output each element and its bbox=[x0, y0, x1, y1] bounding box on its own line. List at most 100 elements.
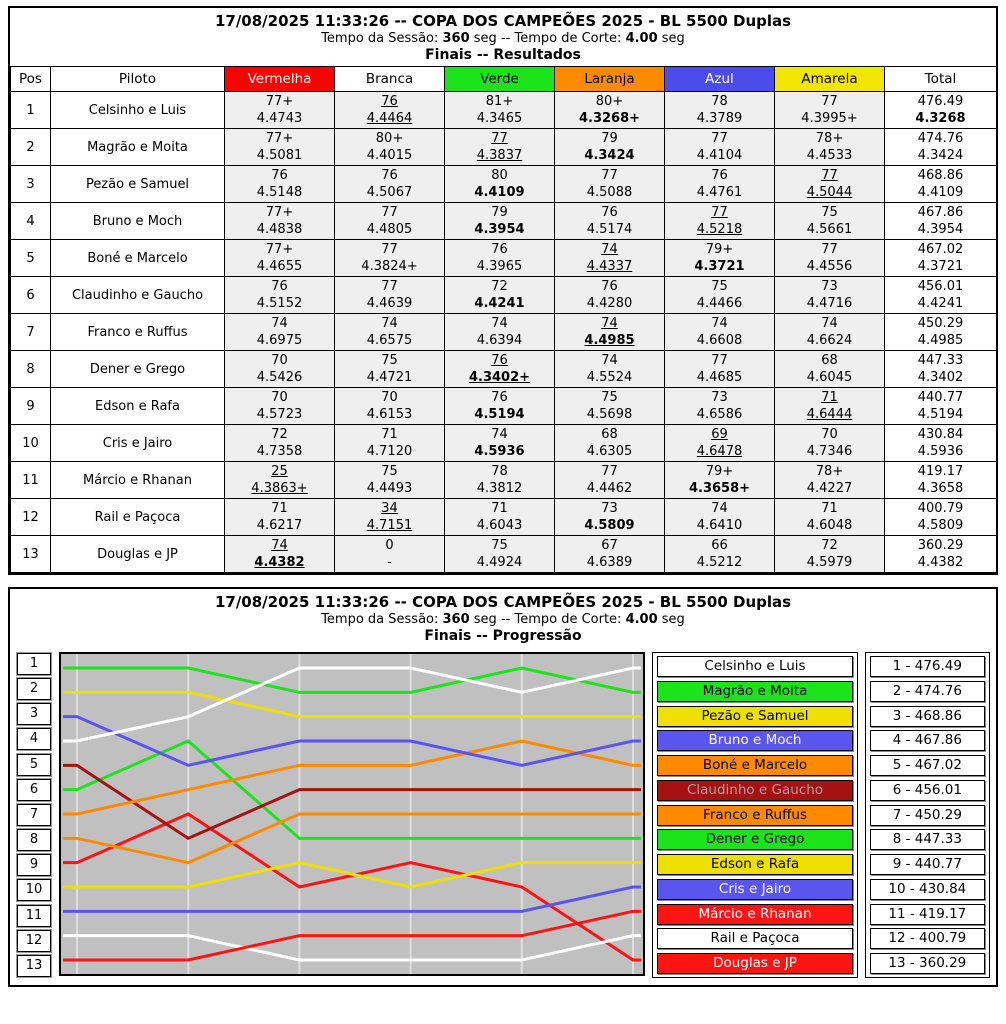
time-value: 4.3424 bbox=[917, 148, 964, 163]
laps-value: 80+ bbox=[375, 131, 404, 146]
position-cell: 6 bbox=[10, 276, 51, 314]
time-value: 4.5148 bbox=[256, 185, 303, 200]
laps-value: 74 bbox=[491, 316, 508, 331]
heat-score-cell-laranja: 67 4.6389 bbox=[554, 535, 665, 573]
heat-score-cell-laranja: 74 4.4337 bbox=[554, 239, 665, 277]
laps-value: 76 bbox=[271, 168, 288, 183]
heat-score-cell-laranja: 73 4.5809 bbox=[554, 498, 665, 536]
chart-series-line bbox=[63, 861, 642, 889]
column-header-amarela: Amarela bbox=[774, 66, 885, 92]
heat-score-cell-laranja: 77 4.5088 bbox=[554, 165, 665, 203]
heat-score-cell-azul: 66 4.5212 bbox=[664, 535, 775, 573]
heat-score-cell-vermelha: 72 4.7358 bbox=[224, 424, 335, 462]
laps-value: 77 bbox=[711, 353, 728, 368]
laps-value: 75 bbox=[821, 205, 838, 220]
laps-value: 79 bbox=[491, 205, 508, 220]
time-value: 4.4685 bbox=[696, 370, 743, 385]
pilot-cell: Douglas e JP bbox=[50, 535, 225, 573]
heat-score-cell-amarela: 70 4.7346 bbox=[774, 424, 885, 462]
laps-value: 76 bbox=[601, 279, 618, 294]
total-cell: 419.17 4.3658 bbox=[884, 461, 997, 499]
laps-value: 78+ bbox=[815, 464, 844, 479]
position-cell: 12 bbox=[10, 498, 51, 536]
legend-team-name: Edson e Rafa bbox=[657, 854, 853, 875]
legend-team-name: Rail e Paçoca bbox=[657, 928, 853, 950]
heat-score-cell-vermelha: 70 4.5426 bbox=[224, 350, 335, 388]
heat-score-cell-vermelha: 77+ 4.4838 bbox=[224, 202, 335, 240]
pilot-cell: Márcio e Rhanan bbox=[50, 461, 225, 499]
time-value: 4.6153 bbox=[366, 407, 413, 422]
heat-score-cell-azul: 74 4.6410 bbox=[664, 498, 775, 536]
time-value: 4.4109 bbox=[474, 185, 525, 200]
time-value: 4.4985 bbox=[917, 333, 964, 348]
legend-standing-value: 8 - 447.33 bbox=[869, 829, 985, 851]
time-value: 4.4761 bbox=[696, 185, 743, 200]
legend-team-name: Claudinho e Gaucho bbox=[657, 779, 853, 801]
time-value: 4.5152 bbox=[256, 296, 303, 311]
time-value: 4.4109 bbox=[917, 185, 964, 200]
heat-score-cell-vermelha: 71 4.6217 bbox=[224, 498, 335, 536]
chart-legend-teams: Celsinho e Luis Magrão e Moita Pezão e Sam… bbox=[652, 652, 858, 978]
time-value: 4.3658 bbox=[917, 481, 964, 496]
time-value: 4.6305 bbox=[586, 444, 633, 459]
laps-value: 476.49 bbox=[917, 94, 964, 109]
time-value: 4.4743 bbox=[256, 111, 303, 126]
chart-series-line bbox=[63, 739, 642, 816]
heat-score-cell-branca: 70 4.6153 bbox=[334, 387, 445, 425]
time-value: 4.4104 bbox=[696, 148, 743, 163]
heat-score-cell-verde: 72 4.4241 bbox=[444, 276, 555, 314]
laps-value: 71 bbox=[821, 390, 838, 405]
column-header-total: Total bbox=[884, 66, 997, 92]
total-cell: 400.79 4.5809 bbox=[884, 498, 997, 536]
laps-value: 74 bbox=[821, 316, 838, 331]
time-value: 4.6444 bbox=[806, 407, 853, 422]
results-section-label: Finais -- Resultados bbox=[425, 47, 581, 63]
laps-value: 73 bbox=[601, 501, 618, 516]
legend-standing-value: 10 - 430.84 bbox=[869, 878, 985, 900]
time-value: 4.3268 bbox=[915, 111, 966, 126]
time-value: 4.3721 bbox=[917, 259, 964, 274]
time-value: 4.3824+ bbox=[361, 259, 418, 274]
time-value: 4.5218 bbox=[696, 222, 743, 237]
time-value: 4.7358 bbox=[256, 444, 303, 459]
laps-value: 77 bbox=[711, 131, 728, 146]
time-value: 4.3721 bbox=[694, 259, 745, 274]
time-value: - bbox=[387, 555, 392, 570]
laps-value: 70 bbox=[821, 427, 838, 442]
laps-value: 468.86 bbox=[917, 168, 964, 183]
results-row: 6 Claudinho e Gaucho 76 4.5152 77 4.4639 72 4.4… bbox=[10, 276, 997, 314]
pilot-cell: Rail e Paçoca bbox=[50, 498, 225, 536]
heat-score-cell-laranja: 76 4.4280 bbox=[554, 276, 665, 314]
heat-score-cell-branca: 34 4.7151 bbox=[334, 498, 445, 536]
laps-value: 75 bbox=[601, 390, 618, 405]
legend-standing-value: 4 - 467.86 bbox=[869, 730, 985, 752]
time-value: 4.5661 bbox=[806, 222, 853, 237]
heat-score-cell-verde: 76 4.3965 bbox=[444, 239, 555, 277]
heat-score-cell-verde: 80 4.4109 bbox=[444, 165, 555, 203]
time-value: 4.5936 bbox=[917, 444, 964, 459]
heat-score-cell-laranja: 74 4.5524 bbox=[554, 350, 665, 388]
time-value: 4.4493 bbox=[366, 481, 413, 496]
pilot-cell: Celsinho e Luis bbox=[50, 91, 225, 129]
laps-value: 77+ bbox=[265, 131, 294, 146]
position-box: 12 bbox=[16, 928, 52, 953]
heat-score-cell-vermelha: 76 4.5152 bbox=[224, 276, 335, 314]
legend-team-name: Celsinho e Luis bbox=[657, 656, 853, 677]
time-value: 4.4382 bbox=[254, 555, 305, 570]
results-row: 8 Dener e Grego 70 4.5426 75 4.4721 76 4.3402+ 7… bbox=[10, 350, 997, 388]
laps-value: 72 bbox=[821, 538, 838, 553]
time-value: 4.6586 bbox=[696, 407, 743, 422]
time-value: 4.3268+ bbox=[578, 111, 641, 126]
time-value: 4.5194 bbox=[474, 407, 525, 422]
column-header-verde: Verde bbox=[444, 66, 555, 92]
laps-value: 66 bbox=[711, 538, 728, 553]
laps-value: 360.29 bbox=[917, 538, 964, 553]
pilot-cell: Magrão e Moita bbox=[50, 128, 225, 166]
legend-team-name: Márcio e Rhanan bbox=[657, 903, 853, 925]
results-row: 12 Rail e Paçoca 71 4.6217 34 4.7151 71 4.6043 7… bbox=[10, 498, 997, 536]
heat-score-cell-azul: 79+ 4.3658+ bbox=[664, 461, 775, 499]
laps-value: 450.29 bbox=[917, 316, 964, 331]
legend-team-name: Franco e Ruffus bbox=[657, 804, 853, 826]
legend-team-name: Dener e Grego bbox=[657, 829, 853, 851]
results-row: 4 Bruno e Moch 77+ 4.4838 77 4.4805 79 4.3954 76… bbox=[10, 202, 997, 240]
